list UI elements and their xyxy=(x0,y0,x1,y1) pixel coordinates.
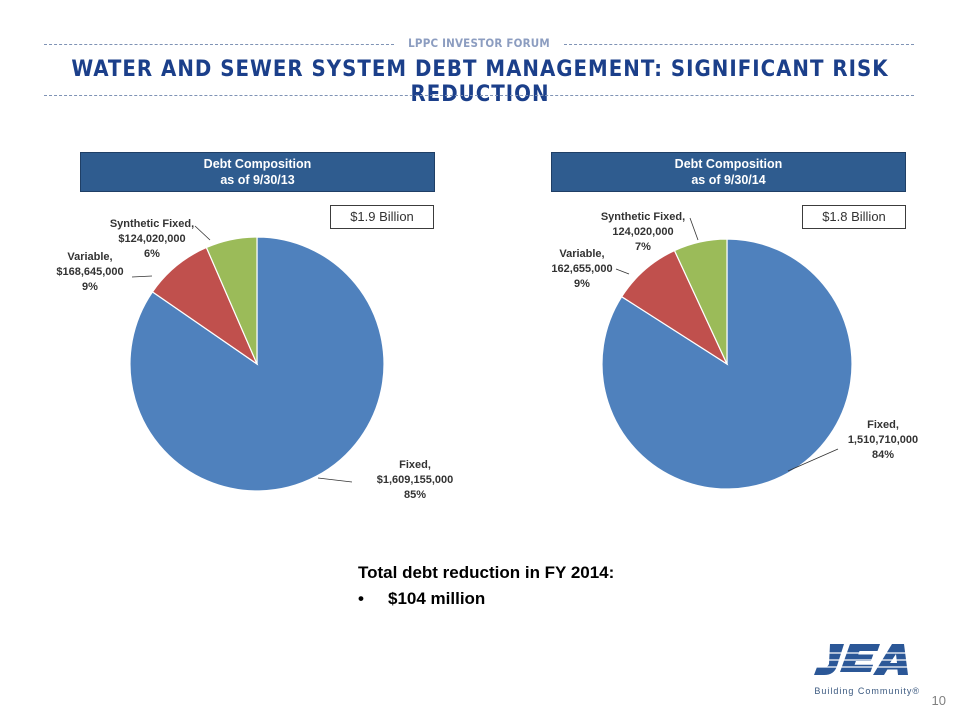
leader-line-2-2 xyxy=(615,268,630,275)
chart1-header: Debt Composition as of 9/30/13 xyxy=(80,152,435,192)
page-number: 10 xyxy=(931,693,946,708)
leader-line-1-2 xyxy=(131,275,153,278)
summary-bullet-row: • $104 million xyxy=(358,589,614,609)
slice-label-2-2: Variable, 162,655,000 9% xyxy=(551,248,612,290)
jea-logo: Building Community® xyxy=(808,638,920,696)
forum-header: LPPC INVESTOR FORUM xyxy=(44,36,914,52)
pie-chart-2013: Fixed, $1,609,155,000 85% Variable, $168,645… xyxy=(56,218,453,501)
title-rule xyxy=(44,95,914,96)
chart2-title-line1: Debt Composition xyxy=(674,157,783,171)
leader-line-1-1 xyxy=(317,477,353,483)
page-title: WATER AND SEWER SYSTEM DEBT MANAGEMENT: … xyxy=(71,57,889,107)
leader-line-1-3 xyxy=(194,225,211,241)
slice-label-1-1: Fixed, $1,609,155,000 85% xyxy=(377,459,453,501)
jea-logo-icon xyxy=(808,644,916,675)
summary-heading: Total debt reduction in FY 2014: xyxy=(358,563,615,582)
leader-line-2-1 xyxy=(787,448,839,472)
pie-slice-2-3 xyxy=(673,238,728,365)
slice-label-1-2: Variable, $168,645,000 9% xyxy=(56,251,123,293)
pie-slice-1-3 xyxy=(205,236,258,365)
logo-tagline: Building Community® xyxy=(814,686,920,696)
slice-label-2-3: Synthetic Fixed, 124,020,000 7% xyxy=(601,211,685,253)
bullet-icon: • xyxy=(358,589,364,608)
chart1-title-line2: as of 9/30/13 xyxy=(220,173,295,187)
chart2-header: Debt Composition as of 9/30/14 xyxy=(551,152,906,192)
slice-label-2-1: Fixed, 1,510,710,000 84% xyxy=(848,419,918,461)
pie-charts: Fixed, $1,609,155,000 85% Variable, $168,645… xyxy=(56,211,918,501)
pie-slice-1-1 xyxy=(129,236,385,492)
forum-label: LPPC INVESTOR FORUM xyxy=(408,36,550,50)
summary-bullet-text: $104 million xyxy=(388,589,486,608)
summary: Total debt reduction in FY 2014: • $104 … xyxy=(358,563,614,609)
chart1-title-line1: Debt Composition xyxy=(203,157,312,171)
chart2-title-line2: as of 9/30/14 xyxy=(691,173,766,187)
chart2-total-box: $1.8 Billion xyxy=(802,205,906,229)
chart1-total-box: $1.9 Billion xyxy=(330,205,434,229)
leader-line-2-3 xyxy=(689,217,699,241)
forum-rule-right xyxy=(564,44,914,45)
slice-label-1-3: Synthetic Fixed, $124,020,000 6% xyxy=(110,218,194,260)
forum-rule-left xyxy=(44,44,394,45)
pie-chart-2014: Fixed, 1,510,710,000 84% Variable, 162,655,0… xyxy=(551,211,918,490)
